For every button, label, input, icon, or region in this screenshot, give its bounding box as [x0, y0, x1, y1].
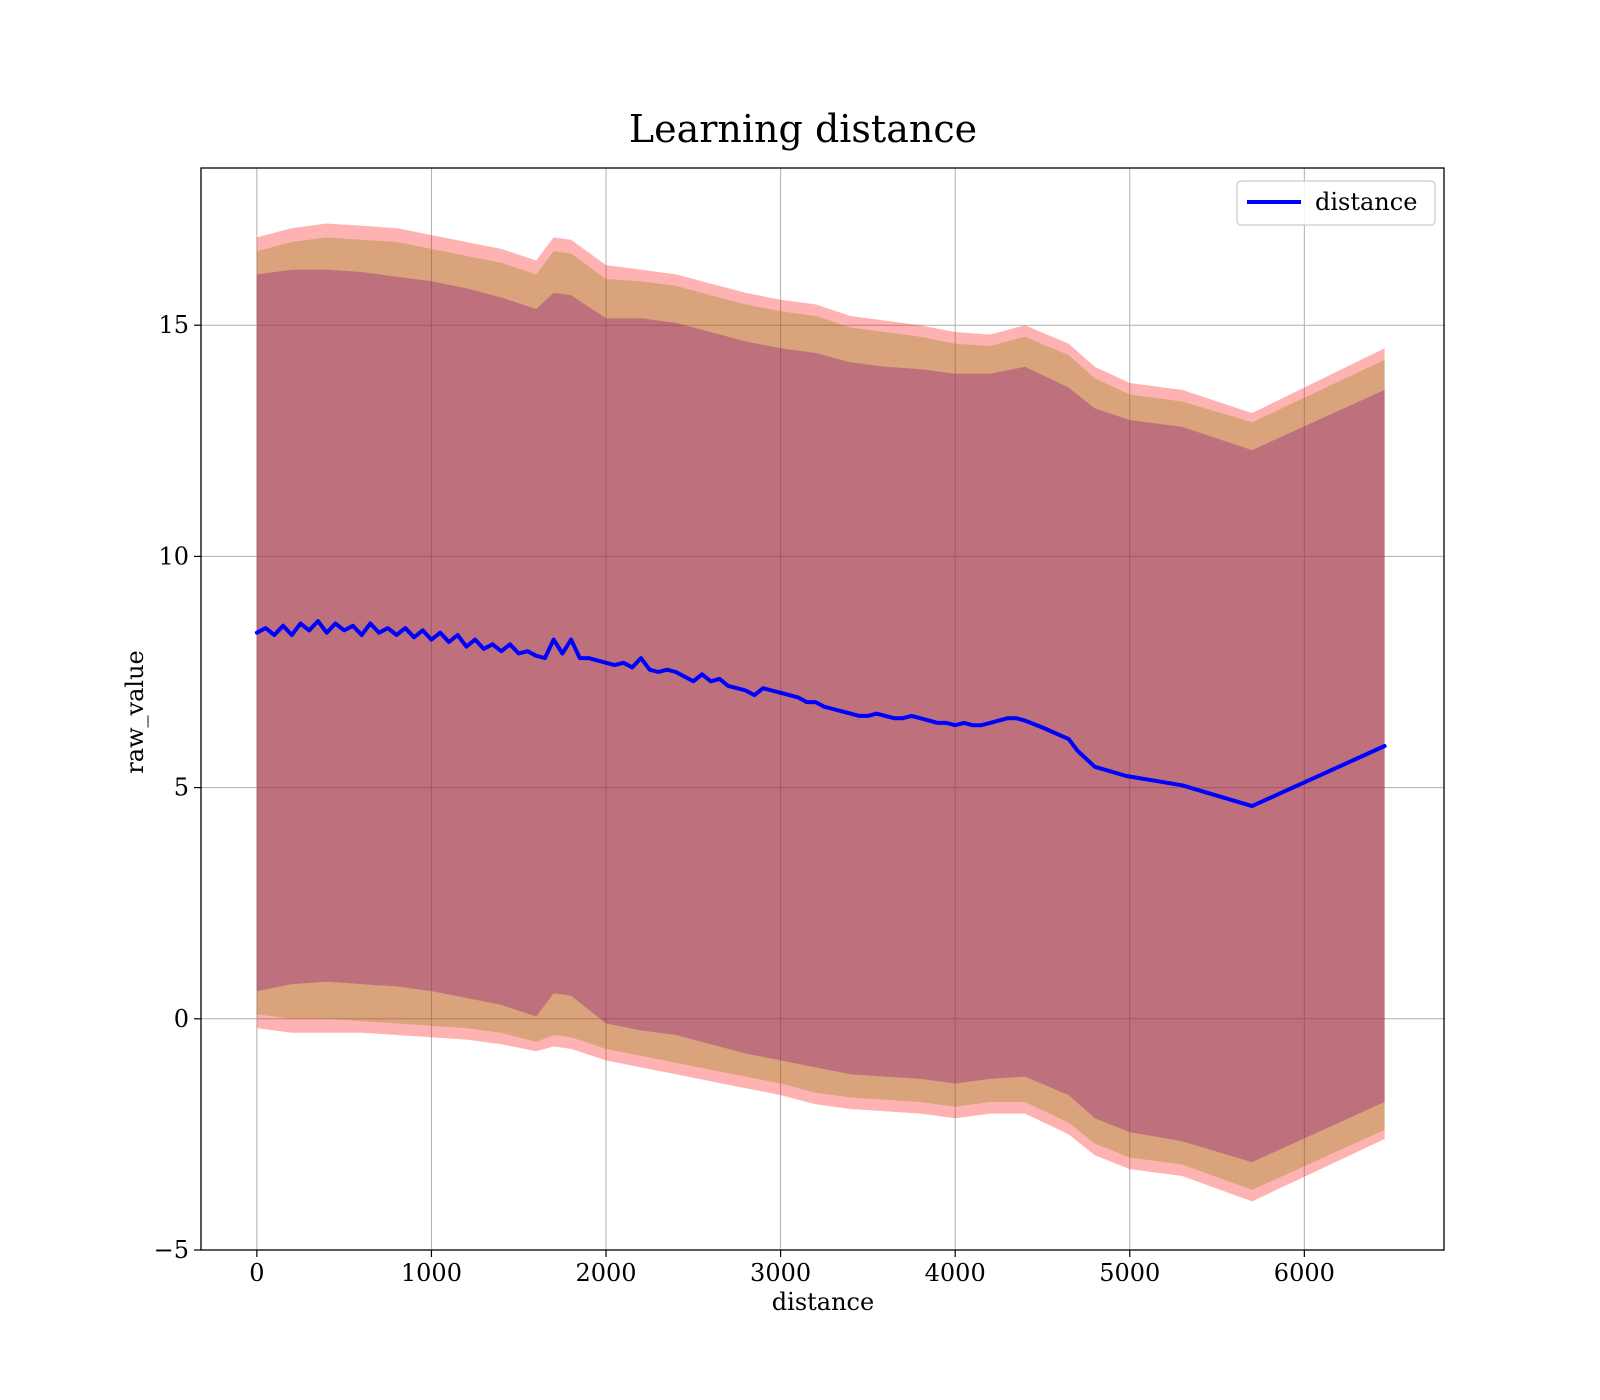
x-tick-label: 5000	[1099, 1259, 1160, 1287]
chart-title: Learning distance	[629, 107, 977, 151]
legend-label-distance: distance	[1315, 188, 1417, 216]
y-tick-label: −5	[154, 1236, 189, 1264]
y-axis-label: raw_value	[121, 650, 149, 774]
y-tick-label: 5	[174, 774, 189, 802]
confidence-bands	[256, 223, 1385, 1202]
plot-area	[200, 167, 1445, 1251]
y-axis-ticks: −5 0 5 10 15	[154, 311, 201, 1264]
x-tick-label: 2000	[575, 1259, 636, 1287]
confidence-band-1	[256, 223, 1385, 1202]
x-tick-label: 0	[249, 1259, 264, 1287]
series-line-distance	[254, 619, 1387, 809]
y-tick-label: 15	[158, 311, 189, 339]
x-tick-label: 3000	[750, 1259, 811, 1287]
confidence-band-3	[256, 269, 1385, 1163]
x-axis-ticks: 0 1000 2000 3000 4000 5000 6000	[249, 1250, 1335, 1287]
y-tick-label: 0	[174, 1005, 189, 1033]
x-tick-label: 4000	[925, 1259, 986, 1287]
legend: distance	[1236, 180, 1436, 226]
legend-frame	[1236, 180, 1436, 226]
confidence-band-2	[256, 237, 1385, 1190]
x-axis-label: distance	[772, 1288, 874, 1316]
series-lines	[254, 619, 1387, 809]
axes-frame	[200, 167, 1445, 1251]
x-tick-label: 6000	[1274, 1259, 1335, 1287]
x-tick-label: 1000	[401, 1259, 462, 1287]
y-tick-label: 10	[158, 542, 189, 570]
